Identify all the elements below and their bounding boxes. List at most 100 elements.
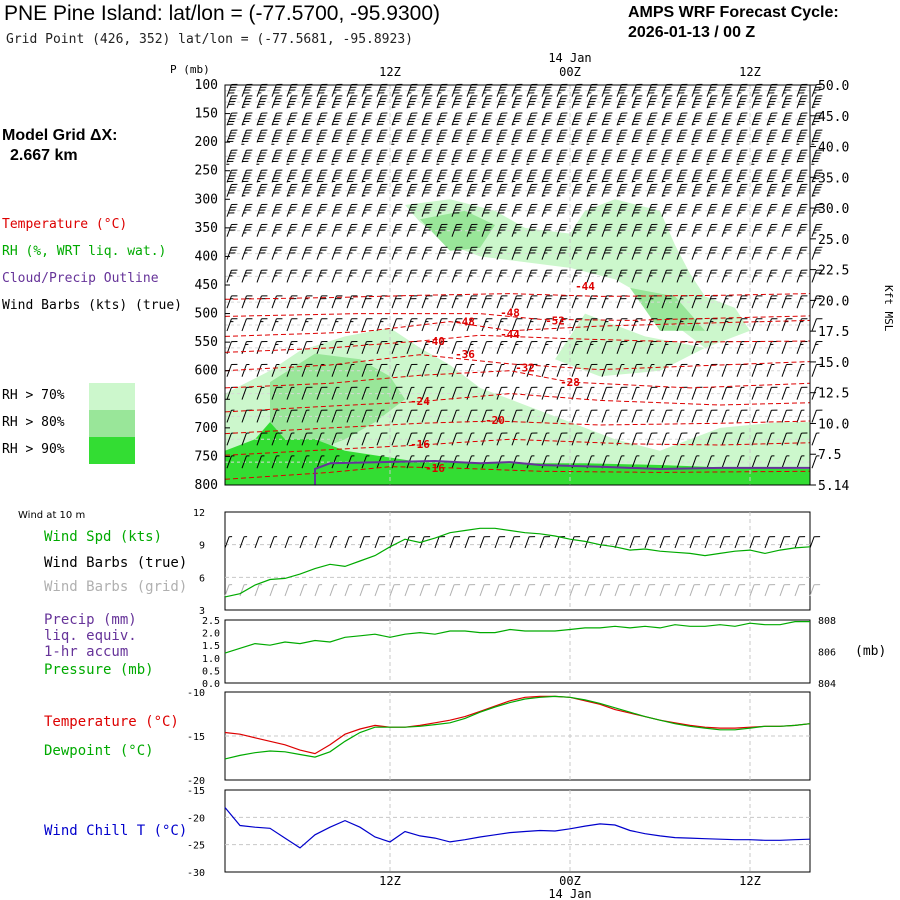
wind-barb-7-38 bbox=[781, 203, 793, 217]
wind-barb-1-39 bbox=[796, 95, 808, 109]
wind-barb-17-11 bbox=[376, 432, 388, 446]
wind-chill-tick-0: -15 bbox=[187, 786, 205, 797]
wind-barb-16-12 bbox=[391, 409, 403, 423]
wind-barb-9-27 bbox=[616, 246, 628, 260]
wind-barb-10-38 bbox=[781, 269, 793, 283]
temp-label-1: -48 bbox=[500, 306, 520, 319]
sfc-barb-grid-23 bbox=[569, 584, 581, 597]
wind-barb-15-21 bbox=[526, 386, 538, 400]
wind-barb-2-21 bbox=[526, 112, 538, 126]
wind-barb-17-7 bbox=[316, 432, 325, 446]
sfc-barb-grid-6 bbox=[314, 584, 323, 597]
sfc-barb-35 bbox=[749, 536, 761, 549]
wind-barb-2-26 bbox=[601, 112, 613, 126]
sfc-barb-39 bbox=[809, 536, 821, 549]
windchill-series-label: Wind Chill T (°C) bbox=[44, 823, 188, 839]
wind-barb-14-4 bbox=[271, 363, 280, 377]
wind-barb-8-33 bbox=[706, 223, 718, 237]
wind-barb-18-38 bbox=[781, 455, 790, 469]
wind-barb-5-3 bbox=[256, 169, 268, 183]
wind-barb-8-9 bbox=[346, 223, 358, 237]
wind-barb-7-31 bbox=[676, 203, 688, 217]
wind-barb-7-1 bbox=[226, 203, 238, 217]
wind-barb-0-20 bbox=[511, 83, 523, 97]
h-tick-7: 20.0 bbox=[818, 294, 849, 309]
bottom-tick-1: 00Z bbox=[559, 874, 581, 888]
wind-barb-10-6 bbox=[301, 269, 313, 283]
wind-barb-11-10 bbox=[361, 295, 373, 309]
wind-barb-16-26 bbox=[601, 409, 610, 423]
wind-chill-tick-3: -30 bbox=[187, 868, 205, 879]
rh-bin-80-swatch bbox=[89, 410, 135, 437]
wind-barb-5-15 bbox=[436, 169, 448, 183]
wind-barb-18-29 bbox=[646, 455, 655, 469]
wind-barb-11-22 bbox=[541, 295, 553, 309]
pressure-tick-0: 808 bbox=[818, 616, 836, 627]
wind-barb-7-15 bbox=[436, 203, 448, 217]
temp-dewpoint-frame bbox=[224, 691, 811, 781]
h-tick-0: 50.0 bbox=[818, 79, 849, 94]
wind-barb-9-37 bbox=[766, 246, 778, 260]
sfc-barb-grid-0 bbox=[224, 584, 233, 597]
wind-barb-17-38 bbox=[781, 432, 793, 446]
wind-barb-3-24 bbox=[571, 129, 583, 145]
wind-barb-4-21 bbox=[526, 149, 538, 165]
wind-barb-16-38 bbox=[781, 409, 793, 423]
wind-barb-5-32 bbox=[691, 169, 703, 183]
wind-barb-2-30 bbox=[661, 112, 673, 126]
wind-barb-1-22 bbox=[541, 95, 553, 109]
wind-barb-8-39 bbox=[796, 223, 808, 237]
cross-section-axes: P (mb) 100 150 200 250 300 350 400 450 500 550 600 6… bbox=[170, 63, 895, 494]
wind-barb-15-4 bbox=[271, 386, 283, 400]
wind-barb-1-7 bbox=[316, 95, 328, 109]
wind-barb-13-21 bbox=[526, 341, 538, 355]
wind-barb-15-16 bbox=[451, 386, 463, 400]
wind-barb-1-34 bbox=[721, 95, 733, 109]
cross-section-grid bbox=[225, 85, 810, 485]
wind-barb-0-13 bbox=[406, 83, 418, 97]
sfc-barb-grid-11 bbox=[389, 584, 401, 597]
wind-barb-14-36 bbox=[751, 363, 763, 377]
wind-barb-17-3 bbox=[256, 432, 268, 446]
wind-barb-6-15 bbox=[436, 183, 448, 197]
wind-barb-16-31 bbox=[676, 409, 685, 423]
wind-barb-11-9 bbox=[346, 295, 358, 309]
wind-barb-10-17 bbox=[466, 269, 478, 283]
wind-barb-12-27 bbox=[616, 318, 628, 332]
wind-barb-2-14 bbox=[421, 112, 433, 126]
wind-barb-4-34 bbox=[721, 149, 733, 163]
wind-barb-6-3 bbox=[256, 183, 268, 197]
wind-barb-12-22 bbox=[541, 318, 553, 332]
wind-barb-9-31 bbox=[676, 246, 688, 260]
chart-title: PNE Pine Island: lat/lon = (-77.5700, -9… bbox=[4, 2, 441, 25]
sfc-barb-27 bbox=[629, 536, 641, 549]
wind-barb-17-19 bbox=[496, 432, 508, 446]
wind-barb-14-39 bbox=[796, 363, 805, 377]
wind-barb-16-32 bbox=[691, 409, 703, 423]
wind-barb-15-19 bbox=[496, 386, 508, 400]
wind-barb-0-25 bbox=[586, 83, 598, 97]
sfc-barb-16 bbox=[464, 536, 476, 549]
wind-barb-11-40 bbox=[811, 295, 823, 309]
wind-barb-16-18 bbox=[481, 409, 493, 423]
wind-barb-13-8 bbox=[331, 341, 343, 355]
sfc-barb-grid-33 bbox=[719, 584, 731, 597]
sfc-barb-1 bbox=[239, 536, 248, 549]
wind-barb-5-33 bbox=[706, 169, 718, 183]
temp-label-5: -40 bbox=[425, 335, 445, 348]
wind-barb-4-37 bbox=[766, 149, 778, 163]
wind-barb-10-5 bbox=[286, 269, 298, 283]
wind-barb-7-37 bbox=[766, 203, 778, 217]
wind-barb-9-39 bbox=[796, 246, 808, 260]
sfc-barb-6 bbox=[314, 536, 323, 549]
windchill-line bbox=[224, 807, 811, 849]
wind-10m-frame bbox=[224, 511, 811, 611]
wind-barb-14-24 bbox=[571, 363, 580, 377]
wind-barb-8-23 bbox=[556, 223, 568, 237]
sfc-barb-grid-9 bbox=[359, 584, 371, 597]
wind-barb-18-35 bbox=[736, 455, 745, 469]
wind-barb-0-15 bbox=[436, 83, 448, 97]
temp-contour-1 bbox=[224, 313, 811, 321]
pressure-tick-2: 804 bbox=[818, 679, 836, 690]
wind-barb-3-8 bbox=[331, 129, 343, 143]
